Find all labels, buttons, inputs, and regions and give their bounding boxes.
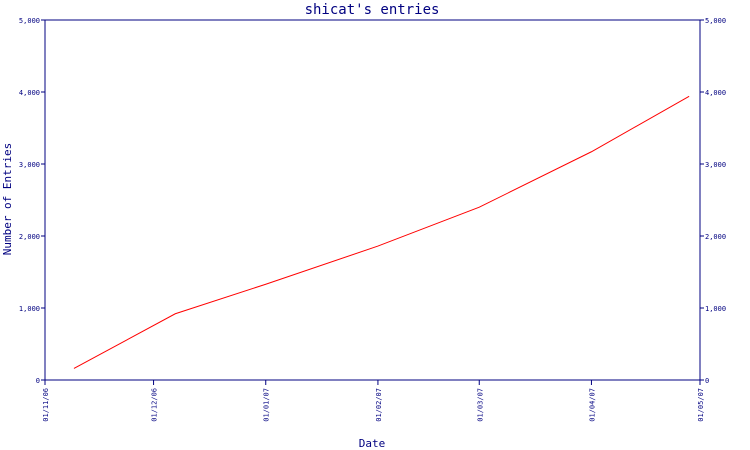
x-tick-label: 01/04/07 [588, 388, 596, 422]
x-axis-title: Date [359, 437, 386, 450]
x-tick-label: 01/05/07 [697, 388, 705, 422]
y-tick-label-right: 2,000 [705, 233, 726, 241]
y-tick-label-right: 1,000 [705, 305, 726, 313]
x-tick-label: 01/01/07 [263, 388, 271, 422]
y-tick-label-left: 1,000 [19, 305, 40, 313]
y-axis-title: Number of Entries [1, 143, 14, 256]
y-tick-label-left: 4,000 [19, 89, 40, 97]
x-tick-label: 01/11/06 [42, 388, 50, 422]
y-tick-label-left: 3,000 [19, 161, 40, 169]
series-line [73, 95, 690, 369]
ticks-layer: 01/11/06 01/12/06 01/01/07 01/02/07 01/03/07… [19, 17, 726, 422]
y-tick-label-right: 0 [705, 377, 709, 385]
y-tick-label-right: 5,000 [705, 17, 726, 25]
chart-title: shicat's entries [305, 2, 440, 18]
x-tick-label: 01/03/07 [476, 388, 484, 422]
x-tick-label: 01/02/07 [375, 388, 383, 422]
series-layer [73, 95, 690, 369]
y-tick-label-right: 3,000 [705, 161, 726, 169]
y-tick-label-left: 0 [36, 377, 40, 385]
y-tick-label-left: 2,000 [19, 233, 40, 241]
x-tick-label: 01/12/06 [151, 388, 159, 422]
y-tick-label-right: 4,000 [705, 89, 726, 97]
y-tick-label-left: 5,000 [19, 17, 40, 25]
plot-area-frame [44, 19, 701, 381]
